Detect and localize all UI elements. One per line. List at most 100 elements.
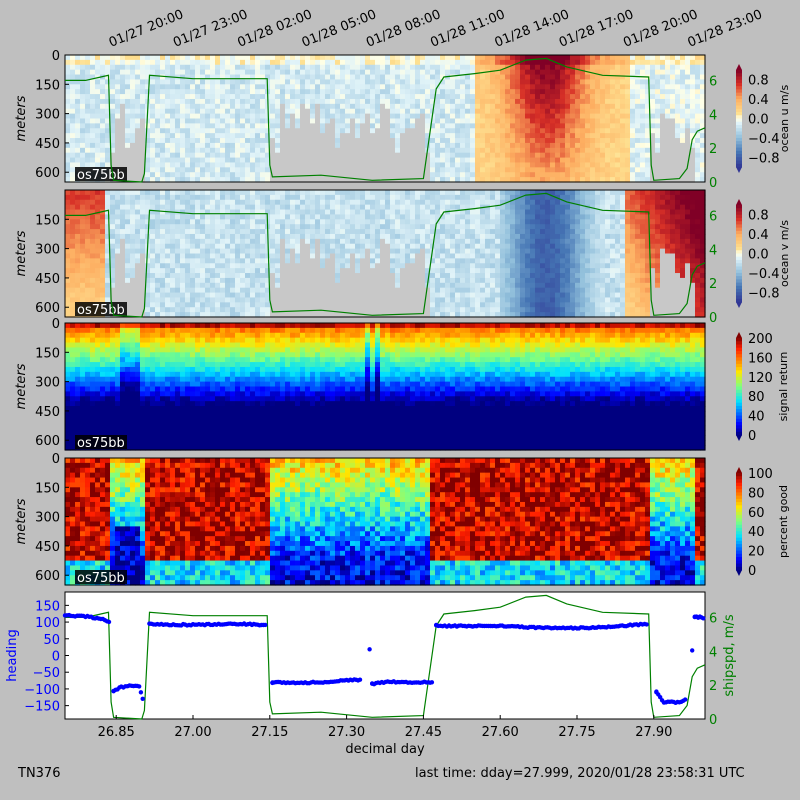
data-cell — [690, 74, 696, 81]
data-cell — [135, 297, 141, 303]
data-cell — [310, 297, 316, 303]
data-cell — [555, 133, 561, 139]
data-cell — [465, 74, 471, 81]
data-cell — [445, 84, 451, 90]
data-cell — [360, 94, 366, 100]
data-cell — [85, 84, 91, 90]
data-cell — [635, 142, 641, 149]
data-cell — [410, 128, 416, 134]
data-cell — [400, 142, 406, 149]
data-cell — [110, 224, 116, 230]
data-cell — [660, 84, 666, 90]
data-cell — [110, 147, 116, 154]
data-cell — [500, 147, 506, 154]
data-cell — [295, 113, 301, 120]
data-cell — [495, 162, 501, 168]
data-cell — [215, 277, 221, 284]
data-cell — [175, 133, 181, 139]
data-cell — [205, 128, 211, 134]
data-cell — [220, 162, 226, 168]
data-cell — [145, 253, 151, 259]
data-cell — [380, 157, 386, 164]
data-cell — [120, 224, 126, 230]
data-cell — [115, 152, 121, 159]
data-cell — [465, 133, 471, 139]
data-cell — [350, 177, 356, 183]
data-cell — [445, 138, 451, 144]
data-cell — [65, 277, 71, 284]
colorbar-swatch — [736, 70, 742, 74]
data-cell — [515, 147, 521, 154]
data-cell — [645, 89, 651, 95]
data-cell — [290, 194, 296, 201]
data-cell — [295, 157, 301, 164]
data-cell — [685, 123, 691, 129]
data-cell — [210, 142, 216, 149]
data-cell — [120, 128, 126, 134]
data-cell — [290, 199, 296, 206]
data-cell — [380, 69, 386, 76]
data-cell — [250, 167, 256, 173]
data-cell — [155, 312, 161, 318]
data-cell — [410, 74, 416, 81]
data-cell — [215, 94, 221, 100]
data-cell — [630, 157, 636, 164]
data-cell — [650, 108, 656, 115]
data-cell — [495, 147, 501, 154]
data-cell — [115, 69, 121, 76]
data-cell — [270, 248, 276, 255]
data-cell — [400, 147, 406, 154]
data-cell — [235, 128, 241, 134]
data-cell — [195, 224, 201, 230]
data-cell — [570, 162, 576, 168]
data-cell — [160, 147, 166, 154]
data-cell — [185, 84, 191, 90]
data-cell — [330, 268, 336, 274]
data-cell — [590, 177, 596, 183]
data-cell — [455, 167, 461, 173]
data-cell — [310, 133, 316, 139]
data-cell — [405, 79, 411, 85]
data-cell — [405, 177, 411, 183]
data-cell — [585, 79, 591, 85]
data-cell — [250, 224, 256, 230]
data-cell — [305, 108, 311, 115]
data-cell — [260, 282, 266, 289]
data-cell — [620, 108, 626, 115]
data-cell — [75, 277, 81, 284]
data-cell — [240, 253, 246, 259]
data-cell — [315, 302, 321, 308]
data-cell — [160, 64, 166, 71]
data-cell — [630, 108, 636, 115]
data-cell — [185, 194, 191, 201]
data-cell — [590, 157, 596, 164]
data-cell — [200, 248, 206, 255]
data-cell — [535, 108, 541, 115]
data-cell — [610, 69, 616, 76]
data-cell — [370, 204, 376, 211]
data-cell — [85, 128, 91, 134]
data-cell — [240, 89, 246, 95]
data-cell — [480, 74, 486, 81]
data-cell — [370, 74, 376, 81]
data-cell — [130, 243, 136, 250]
data-cell — [110, 113, 116, 120]
data-cell — [505, 103, 511, 110]
data-cell — [590, 64, 596, 71]
data-cell — [110, 258, 116, 264]
data-cell — [555, 138, 561, 144]
data-cell — [275, 190, 281, 196]
data-cell — [480, 59, 486, 66]
data-cell — [355, 214, 361, 220]
data-cell — [95, 84, 101, 90]
data-cell — [280, 94, 286, 100]
data-cell — [205, 214, 211, 220]
data-cell — [565, 133, 571, 139]
data-cell — [590, 128, 596, 134]
data-cell — [135, 157, 141, 164]
data-cell — [85, 123, 91, 129]
data-cell — [310, 94, 316, 100]
data-cell — [585, 142, 591, 149]
data-cell — [95, 292, 101, 299]
data-cell — [615, 157, 621, 164]
